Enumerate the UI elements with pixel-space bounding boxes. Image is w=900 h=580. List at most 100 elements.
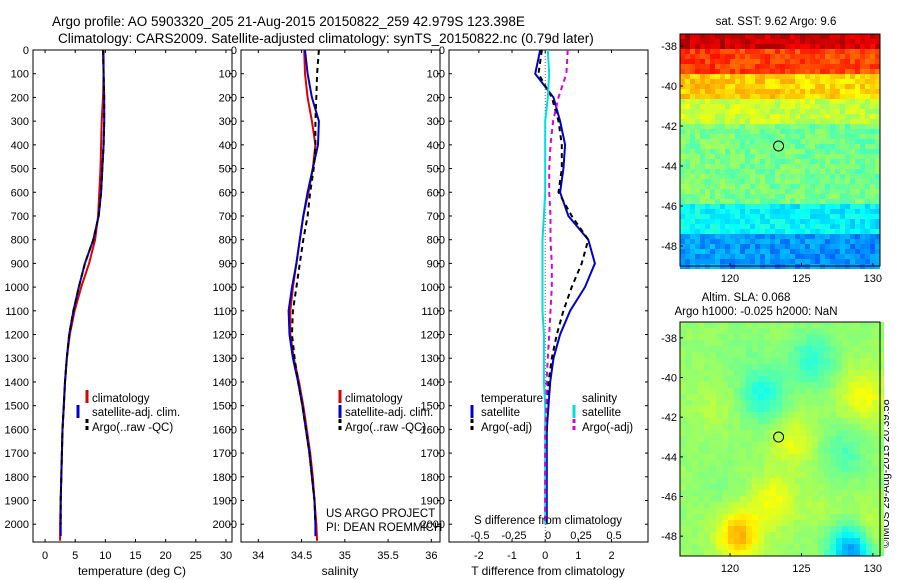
sla-cell: [782, 532, 788, 538]
sst-cell: [780, 84, 785, 89]
sla-cell: [824, 508, 830, 514]
sst-cell: [680, 214, 685, 219]
y-tick-label: 1200: [5, 330, 29, 342]
sla-cell: [686, 340, 692, 346]
sla-cell: [722, 550, 728, 556]
sst-cell: [865, 164, 870, 169]
sst-cell: [830, 89, 835, 94]
sst-cell: [690, 89, 695, 94]
sst-cell: [715, 219, 720, 224]
sla-cell: [794, 460, 800, 466]
sst-cell: [725, 209, 730, 214]
sst-cell: [700, 139, 705, 144]
sst-cell: [705, 99, 710, 104]
sst-cell: [830, 139, 835, 144]
sst-cell: [810, 249, 815, 254]
sla-cell: [854, 412, 860, 418]
sla-cell: [686, 526, 692, 532]
sst-cell: [765, 79, 770, 84]
sla-cell: [806, 472, 812, 478]
sst-cell: [710, 124, 715, 129]
sst-cell: [710, 184, 715, 189]
sst-cell: [710, 249, 715, 254]
sla-cell: [806, 436, 812, 442]
sla-cell: [836, 346, 842, 352]
sst-cell: [845, 124, 850, 129]
sst-cell: [715, 149, 720, 154]
sst-cell: [730, 104, 735, 109]
sla-cell: [818, 526, 824, 532]
sla-cell: [854, 400, 860, 406]
sst-cell: [870, 179, 875, 184]
sst-cell: [730, 89, 735, 94]
sst-cell: [835, 94, 840, 99]
sst-cell: [725, 89, 730, 94]
sla-cell: [872, 508, 878, 514]
sla-cell: [740, 466, 746, 472]
sst-cell: [820, 74, 825, 79]
sla-cell: [800, 502, 806, 508]
sst-cell: [725, 99, 730, 104]
sst-cell: [825, 49, 830, 54]
sla-cell: [710, 526, 716, 532]
sst-cell: [740, 254, 745, 259]
sla-cell: [788, 430, 794, 436]
sla-cell: [848, 478, 854, 484]
sst-cell: [725, 174, 730, 179]
sla-cell: [878, 394, 884, 400]
sla-cell: [800, 364, 806, 370]
sst-cell: [720, 119, 725, 124]
sla-cell: [836, 418, 842, 424]
sla-cell: [854, 376, 860, 382]
sst-cell: [695, 124, 700, 129]
sst-cell: [825, 109, 830, 114]
sla-cell: [692, 442, 698, 448]
sst-cell: [800, 99, 805, 104]
sst-cell: [780, 79, 785, 84]
sla-cell: [728, 322, 734, 328]
sst-cell: [780, 109, 785, 114]
sst-cell: [765, 59, 770, 64]
sla-cell: [776, 502, 782, 508]
sst-cell: [845, 199, 850, 204]
sla-cell: [854, 406, 860, 412]
sla-cell: [776, 538, 782, 544]
sla-cell: [794, 502, 800, 508]
sla-cell: [872, 448, 878, 454]
sst-cell: [805, 49, 810, 54]
sst-cell: [800, 244, 805, 249]
sst-cell: [795, 199, 800, 204]
sla-cell: [764, 430, 770, 436]
sst-cell: [795, 229, 800, 234]
sst-cell: [830, 249, 835, 254]
sst-cell: [685, 44, 690, 49]
sst-cell: [820, 169, 825, 174]
sst-cell: [745, 39, 750, 44]
sla-cell: [740, 448, 746, 454]
sla-cell: [680, 322, 686, 328]
sla-cell: [800, 466, 806, 472]
sst-cell: [730, 159, 735, 164]
sst-cell: [830, 64, 835, 69]
sst-cell: [730, 84, 735, 89]
sla-cell: [812, 370, 818, 376]
sla-cell: [836, 412, 842, 418]
sst-cell: [680, 149, 685, 154]
sla-cell: [686, 400, 692, 406]
sst-cell: [825, 159, 830, 164]
sst-cell: [700, 134, 705, 139]
sla-cell: [752, 520, 758, 526]
sst-cell: [780, 89, 785, 94]
sst-cell: [695, 39, 700, 44]
sla-cell: [824, 436, 830, 442]
sst-cell: [780, 134, 785, 139]
legend-title-salinity: salinity: [582, 393, 617, 405]
sst-cell: [685, 139, 690, 144]
sst-cell: [785, 244, 790, 249]
sla-cell: [692, 406, 698, 412]
sst-cell: [725, 44, 730, 49]
sla-cell: [782, 472, 788, 478]
sla-cell: [770, 376, 776, 382]
sla-cell: [788, 388, 794, 394]
sla-cell: [872, 328, 878, 334]
